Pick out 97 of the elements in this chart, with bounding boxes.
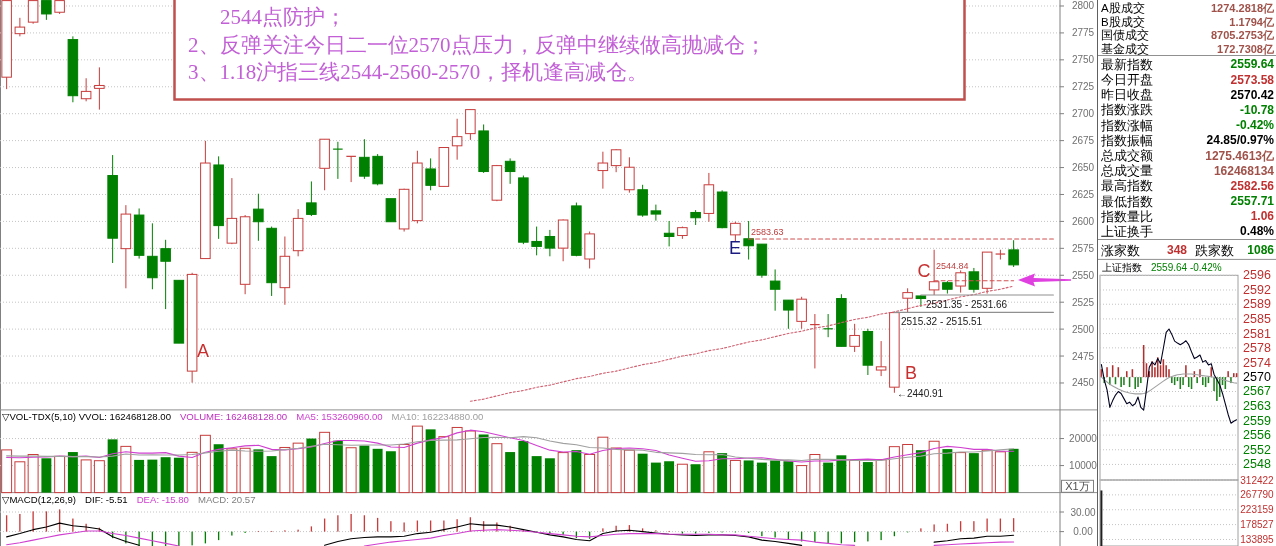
series-label: MA10: 162234880.00 — [391, 410, 484, 422]
text: 基金成交 — [1101, 41, 1149, 55]
text: 1274.2818亿 — [1211, 2, 1275, 14]
y-tick-label: 2550 — [1071, 269, 1095, 281]
y-tick-label: 2475 — [1071, 350, 1095, 362]
y-tick-label: 2574 — [1243, 355, 1271, 370]
chart-title: 上证指数 — [1102, 261, 1142, 273]
text: 8705.2753亿 — [1211, 29, 1275, 41]
y-tick-label: 2552 — [1243, 442, 1271, 457]
annotation: 2531.35 - 2531.66 — [926, 298, 1008, 310]
y-tick-label: 2581 — [1243, 326, 1271, 341]
text: 1.06 — [1250, 209, 1275, 224]
y-tick-label: 2800 — [1071, 0, 1095, 12]
text: 24.85/0.97% — [1206, 133, 1275, 148]
annotation: 3、1.18沪指三线2544-2560-2570，择机逢高减仓。 — [188, 60, 649, 84]
text: 最新指数 — [1101, 56, 1153, 72]
text: 2573.58 — [1230, 72, 1275, 87]
y-tick-label: 2589 — [1243, 297, 1271, 312]
y-tick-label: 2450 — [1071, 377, 1095, 389]
y-tick-label: 2700 — [1071, 108, 1095, 120]
y-tick-label: 0.00 — [1073, 526, 1094, 538]
y-tick-label: 2500 — [1071, 323, 1095, 335]
y-tick-label: 2548 — [1243, 457, 1271, 472]
text: 跌家数 — [1195, 242, 1234, 258]
annotation: 2544.84 — [936, 260, 969, 271]
annotation: 2544点防护； — [220, 5, 346, 29]
annotation: 2515.32 - 2515.51 — [901, 315, 983, 327]
y-axis-title: X1万 — [1065, 480, 1090, 493]
text: 1086 — [1247, 243, 1275, 257]
y-tick-label: 178527 — [1240, 519, 1275, 531]
text: 最低指数 — [1101, 193, 1153, 209]
y-tick-label: 20000 — [1069, 433, 1098, 445]
text: 1275.4613亿 — [1205, 148, 1275, 163]
text: B股成交 — [1101, 14, 1145, 28]
y-tick-label: 2596 — [1243, 268, 1271, 283]
y-tick-label: 133895 — [1240, 533, 1275, 545]
text: 最高指数 — [1101, 178, 1153, 194]
y-tick-label: 223159 — [1240, 504, 1275, 516]
y-tick-label: 2525 — [1071, 296, 1095, 308]
text: 2559.64 — [1230, 57, 1275, 72]
text: 昨日收盘 — [1101, 87, 1153, 103]
y-tick-label: 2585 — [1243, 311, 1271, 326]
annotation: MACD: 20.57 — [197, 493, 256, 505]
text: 2582.56 — [1230, 178, 1275, 193]
y-tick-label: 2600 — [1071, 215, 1095, 227]
annotation: B — [904, 363, 918, 383]
text: 348 — [1166, 243, 1188, 257]
y-tick-label: 2592 — [1243, 282, 1271, 297]
y-tick-label: 2750 — [1071, 54, 1095, 66]
y-tick-label: 2625 — [1071, 188, 1095, 200]
annotation: 2、反弹关注今日二一位2570点压力，反弹中继续做高抛减仓； — [188, 33, 766, 57]
text: 0.48% — [1239, 224, 1275, 239]
y-tick-label: 2725 — [1071, 81, 1095, 93]
chart-subtitle: VOLUME: 162468128.00 — [179, 410, 288, 422]
chart-subtitle: 2559.64 -0.42% — [1151, 261, 1222, 273]
annotation: 2583.63 — [751, 227, 784, 238]
text: 总成交额 — [1100, 148, 1153, 164]
y-tick-label: 267790 — [1240, 489, 1275, 501]
y-tick-label: 2575 — [1071, 242, 1095, 254]
y-tick-label: 2567 — [1243, 384, 1271, 399]
text: 指数量比 — [1100, 208, 1153, 224]
annotation: C — [917, 261, 931, 281]
annotation: E — [728, 238, 742, 258]
y-tick-label: 2675 — [1071, 135, 1095, 147]
text: DIF: -5.51 — [85, 493, 128, 505]
chart-title: ▽VOL-TDX(5,10) VVOL: 162468128.00 — [2, 410, 171, 422]
text: 指数振幅 — [1100, 132, 1153, 148]
y-tick-label: 2559 — [1243, 413, 1271, 428]
text: 涨家数 — [1101, 242, 1140, 258]
text: 总成交量 — [1100, 163, 1153, 179]
annotation: A — [196, 340, 210, 361]
y-tick-label: 2775 — [1071, 27, 1095, 39]
annotation: ←2440.91 — [897, 387, 944, 399]
text: 指数涨跌 — [1100, 102, 1153, 118]
y-tick-label: 2578 — [1243, 340, 1271, 355]
text: MA5: 153260960.00 — [296, 410, 383, 422]
y-tick-label: 2556 — [1243, 428, 1271, 443]
text: 2570.42 — [1230, 87, 1275, 102]
text: 162468134 — [1213, 163, 1275, 178]
text: 1.1794亿 — [1229, 15, 1275, 28]
text: -10.78 — [1239, 102, 1275, 117]
y-tick-label: 2570 — [1243, 370, 1271, 385]
text: 国债成交 — [1101, 28, 1149, 41]
y-tick-label: 2650 — [1071, 162, 1095, 174]
text: 指数涨幅 — [1100, 117, 1153, 133]
y-tick-label: 30.00 — [1070, 506, 1096, 518]
text: -0.42% — [1235, 118, 1275, 133]
text: A股成交 — [1101, 1, 1145, 14]
text: 2557.71 — [1230, 194, 1275, 209]
text: 今日开盘 — [1101, 72, 1153, 88]
y-tick-label: 2563 — [1243, 399, 1271, 414]
text: 172.7308亿 — [1217, 42, 1275, 55]
y-tick-label: 312422 — [1240, 474, 1275, 486]
y-tick-label: 10000 — [1069, 460, 1098, 472]
text: 上证换手 — [1101, 223, 1153, 239]
chart-title: ▽MACD(12,26,9) — [2, 493, 77, 505]
text: DEA: -15.80 — [136, 493, 189, 505]
